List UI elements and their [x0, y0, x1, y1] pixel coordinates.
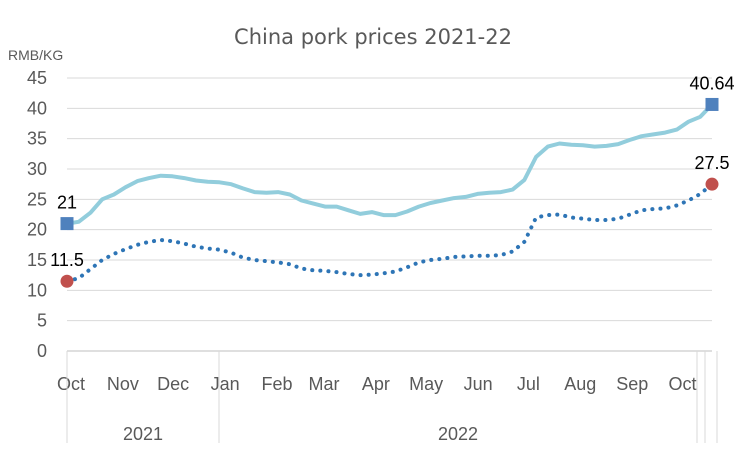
gridlines	[67, 77, 712, 352]
y-tick-label: 45	[27, 68, 47, 88]
end-marker-square	[60, 217, 74, 231]
end-marker-circle	[705, 177, 719, 191]
y-tick-label: 0	[37, 341, 47, 361]
x-tick-label: Aug	[564, 374, 596, 394]
end-marker-square	[705, 97, 719, 111]
x-tick-label: Jul	[517, 374, 540, 394]
data-label: 21	[57, 193, 77, 213]
x-tick-label: Oct	[57, 374, 85, 394]
series-lines	[65, 102, 714, 284]
y-tick-label: 5	[37, 311, 47, 331]
year-label: 2021	[123, 424, 163, 444]
series-line-dotted	[65, 182, 714, 284]
data-label: 40.64	[689, 73, 734, 93]
y-tick-label: 25	[27, 189, 47, 209]
x-tick-label: Mar	[308, 374, 339, 394]
end-marker-circle	[60, 274, 74, 288]
y-tick-label: 30	[27, 159, 47, 179]
series-line-solid	[65, 102, 714, 226]
data-label: 27.5	[694, 153, 729, 173]
y-tick-label: 40	[27, 98, 47, 118]
x-tick-label: Feb	[262, 374, 293, 394]
x-axis: Oct Nov Dec Jan Feb Mar Apr May Jun Jul Aug Sep Oct 2…	[57, 350, 718, 444]
x-tick-label: Apr	[362, 374, 390, 394]
y-tick-label: 10	[27, 280, 47, 300]
y-tick-label: 15	[27, 250, 47, 270]
y-tick-label: 20	[27, 220, 47, 240]
x-tick-label: Nov	[107, 374, 139, 394]
x-tick-label: Sep	[616, 374, 648, 394]
y-axis-unit-label: RMB/KG	[8, 47, 63, 63]
data-label: 11.5	[50, 250, 84, 270]
data-labels: 21 40.64 11.5 27.5	[50, 73, 735, 288]
x-tick-label: Oct	[668, 374, 696, 394]
year-label: 2022	[438, 424, 478, 444]
x-tick-label: Jun	[464, 374, 493, 394]
x-tick-label: May	[409, 374, 443, 394]
y-axis-ticks: 0 5 10 15 20 25 30 35 40 45	[27, 68, 47, 361]
x-tick-label: Dec	[157, 374, 189, 394]
x-tick-label: Jan	[211, 374, 240, 394]
chart-title: China pork prices 2021-22	[234, 25, 512, 49]
y-tick-label: 35	[27, 129, 47, 149]
